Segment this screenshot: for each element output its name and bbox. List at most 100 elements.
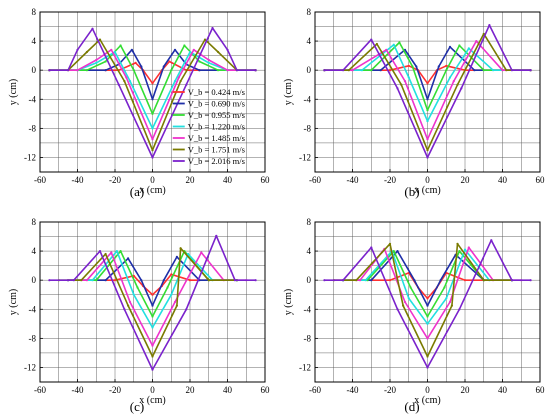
y-tick-label: 0 [307, 275, 312, 285]
data-point [400, 83, 403, 86]
data-point [168, 60, 171, 63]
data-point [85, 50, 88, 54]
x-axis-label: x (cm) [414, 185, 440, 196]
data-point [175, 304, 178, 307]
data-point [426, 297, 429, 300]
data-point [207, 279, 210, 282]
data-point [407, 76, 410, 79]
data-point [217, 69, 220, 72]
data-point [170, 69, 173, 72]
data-point [467, 47, 470, 50]
data-point [445, 297, 448, 300]
data-point [426, 315, 429, 318]
data-point [385, 48, 388, 51]
data-point [473, 69, 476, 72]
data-point [448, 45, 452, 49]
x-tick-label: -20 [109, 385, 121, 395]
data-point [388, 279, 392, 282]
data-point [162, 65, 165, 68]
data-point [413, 279, 416, 282]
x-tick-label: 40 [498, 175, 508, 185]
data-point [173, 80, 177, 83]
x-tick-label: 40 [223, 175, 233, 185]
data-point [358, 279, 362, 282]
y-tick-label: -4 [29, 304, 37, 314]
data-point [226, 48, 229, 51]
data-point [452, 80, 455, 83]
data-point [323, 279, 326, 282]
data-point [188, 279, 192, 282]
data-point [448, 300, 452, 304]
data-point [388, 69, 392, 72]
data-point [170, 293, 173, 296]
x-tick-label: 0 [150, 175, 155, 185]
x-tick-label: 60 [536, 385, 546, 395]
y-tick-label: 0 [32, 65, 37, 75]
data-point [437, 65, 440, 68]
data-point [458, 44, 461, 47]
data-point [130, 48, 133, 51]
x-tick-label: 0 [425, 175, 430, 185]
legend-entry: V_b = 0.424 m/s [188, 87, 245, 97]
legend-entry: V_b = 0.690 m/s [188, 99, 245, 109]
data-point [370, 69, 373, 72]
data-point [463, 248, 467, 251]
data-point [185, 83, 188, 86]
data-point [119, 44, 122, 47]
data-point [403, 300, 407, 304]
data-point [95, 279, 98, 282]
data-point [173, 48, 177, 51]
data-point [226, 69, 229, 72]
y-tick-label: -8 [29, 333, 37, 343]
x-tick-label: -40 [347, 385, 359, 395]
data-point [482, 279, 485, 282]
x-tick-label: 0 [425, 385, 430, 395]
y-tick-label: 4 [307, 246, 312, 256]
data-point [426, 149, 429, 152]
data-point [370, 279, 373, 282]
data-point [110, 48, 113, 51]
data-point [76, 48, 79, 51]
y-tick-label: -4 [304, 304, 312, 314]
y-axis-label: y (cm) [283, 289, 294, 315]
data-point [151, 112, 154, 115]
data-point [198, 60, 201, 63]
y-tick-label: -8 [304, 123, 312, 133]
x-axis-label: x (cm) [414, 395, 440, 406]
data-point [426, 322, 429, 325]
data-point [198, 69, 201, 72]
x-tick-label: 20 [186, 385, 196, 395]
data-point [128, 80, 132, 83]
data-point [467, 246, 470, 249]
data-point [463, 279, 467, 282]
data-point [370, 38, 373, 41]
data-point [217, 50, 220, 54]
data-point [409, 286, 412, 289]
data-point [128, 300, 132, 304]
data-point [505, 69, 508, 72]
data-point [113, 50, 117, 54]
data-point [110, 251, 113, 254]
x-tick-label: -60 [34, 175, 46, 185]
data-point [347, 69, 350, 72]
data-point [151, 98, 154, 101]
data-point [370, 246, 373, 249]
x-tick-label: 40 [498, 385, 508, 395]
data-point [132, 274, 135, 277]
data-point [379, 69, 382, 72]
y-tick-label: 4 [32, 36, 37, 46]
data-point [235, 69, 238, 72]
data-point [188, 50, 192, 54]
x-tick-label: 0 [150, 385, 155, 395]
data-point [396, 87, 399, 90]
data-point [396, 308, 399, 311]
data-point [127, 304, 130, 307]
x-axis-label: x (cm) [139, 185, 165, 196]
data-point [151, 355, 154, 358]
data-point [104, 60, 107, 63]
data-point [200, 251, 203, 254]
data-point [80, 279, 83, 282]
data-point [254, 69, 257, 72]
data-point [85, 279, 88, 282]
data-point [173, 300, 177, 304]
